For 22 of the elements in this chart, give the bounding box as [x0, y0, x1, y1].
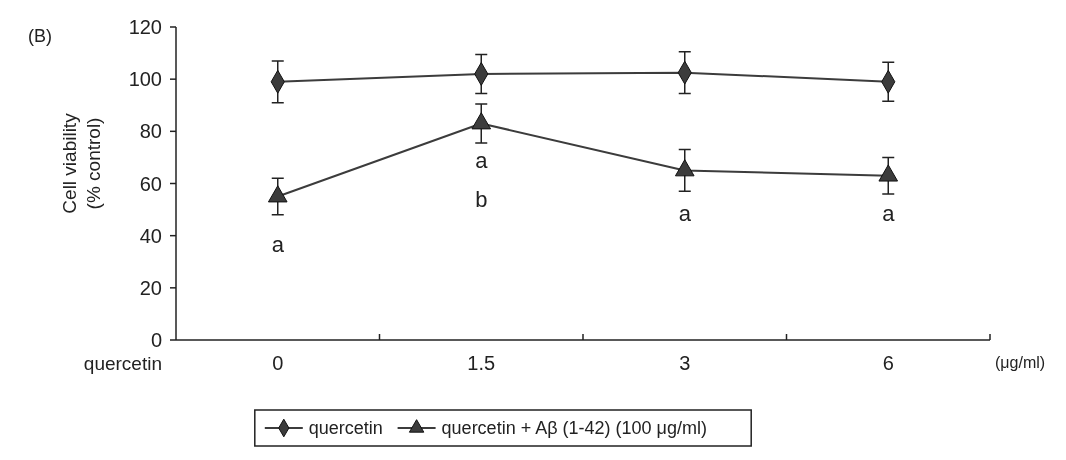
annotation: a	[271, 231, 285, 257]
y-tick-label: 120	[128, 16, 162, 38]
text: (B)	[28, 26, 52, 46]
annotation: b	[475, 186, 488, 212]
y-tick-label: 80	[139, 120, 162, 143]
x-tick-label: 0	[272, 352, 284, 374]
y-tick-label: 20	[139, 276, 162, 299]
legend-label: quercetin + Aβ (1-42) (100 μg/ml)	[441, 418, 707, 439]
legend-label: quercetin	[308, 418, 383, 439]
x-tick-label: 3	[679, 352, 691, 374]
y-tick-label: 60	[139, 172, 162, 195]
x-tick-label: 6	[882, 352, 894, 374]
y-axis-title: Cell viability (% control)	[59, 112, 104, 214]
annotation: a	[678, 200, 692, 226]
x-tick-label: 1.5	[467, 352, 496, 374]
annotation: a	[882, 200, 896, 226]
y-tick-label: 40	[139, 224, 162, 247]
annotation: a	[475, 147, 489, 173]
text: (μg/ml)	[995, 354, 1046, 371]
y-tick-label: 0	[150, 329, 162, 351]
y-tick-label: 100	[128, 68, 162, 91]
x-axis-title: quercetin	[83, 353, 162, 374]
